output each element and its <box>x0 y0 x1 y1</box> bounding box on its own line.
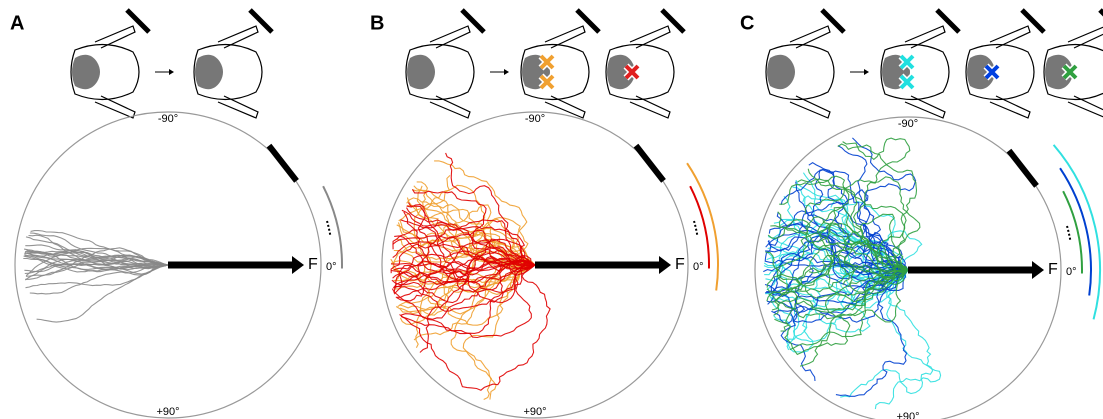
heading-arrow-head <box>659 256 671 274</box>
wind-bar <box>662 10 684 32</box>
heading-label: F <box>308 256 318 273</box>
heading-label: F <box>1048 261 1058 278</box>
fly-head <box>521 10 599 118</box>
angle-right: 0° <box>326 261 337 273</box>
angle-right: 0° <box>1066 266 1077 278</box>
fly-head <box>966 10 1044 118</box>
heading-range <box>1054 145 1100 320</box>
wind-direction <box>269 146 297 181</box>
wind-bar <box>577 10 599 32</box>
step-arrow-head <box>504 69 509 75</box>
heading-label: F <box>675 256 685 273</box>
angle-right: 0° <box>693 261 704 273</box>
angle-top: -90° <box>898 118 918 130</box>
heading-arrow-head <box>1032 261 1044 279</box>
trajectory <box>414 265 535 340</box>
angle-top: -90° <box>158 113 178 125</box>
heading-range <box>323 186 342 268</box>
angle-bottom: +90° <box>156 406 179 418</box>
fly-head <box>194 10 272 118</box>
wind-direction <box>1009 151 1037 186</box>
angle-bottom: +90° <box>896 411 919 419</box>
fly-head <box>1044 10 1103 118</box>
heading-range <box>1067 226 1070 240</box>
panel-label: C <box>740 12 754 34</box>
figure: A B C F -90° +90° 0° F -90° +90° 0° F -90° +90° 0° <box>0 0 1103 419</box>
wind-direction <box>636 146 664 181</box>
angle-bottom: +90° <box>523 406 546 418</box>
step-arrow-head <box>864 69 869 75</box>
panel-label: A <box>10 12 24 34</box>
wind-bar <box>822 10 844 32</box>
wind-bar <box>127 10 149 32</box>
angle-top: -90° <box>525 113 545 125</box>
wind-bar <box>462 10 484 32</box>
fly-head <box>71 10 149 118</box>
wind-bar <box>937 10 959 32</box>
fly-head <box>606 10 684 118</box>
heading-range <box>694 221 697 235</box>
heading-range <box>327 221 330 235</box>
step-arrow-head <box>169 69 174 75</box>
fly-head <box>766 10 844 118</box>
heading-arrow-head <box>292 256 304 274</box>
panel-label: B <box>370 12 384 34</box>
wind-bar <box>1022 10 1044 32</box>
fly-head <box>406 10 484 118</box>
fly-head <box>881 10 959 118</box>
wind-bar <box>250 10 272 32</box>
